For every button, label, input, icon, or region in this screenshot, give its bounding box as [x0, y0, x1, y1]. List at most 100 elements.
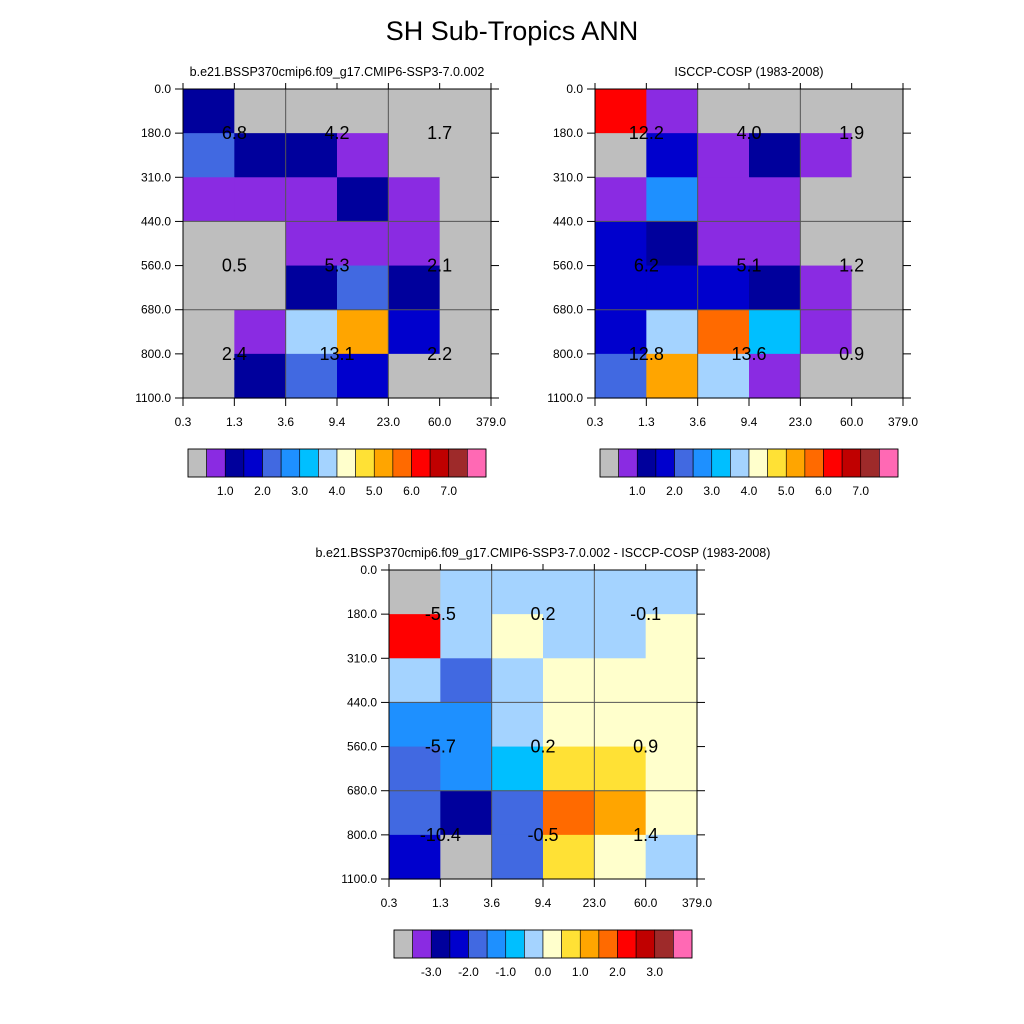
heatmap-cell — [543, 570, 595, 615]
colorbar-label: 6.0 — [815, 484, 832, 498]
heatmap-cell — [749, 133, 801, 178]
heatmap-cell — [749, 177, 801, 223]
y-tick-label: 180.0 — [141, 126, 171, 140]
cell-sum-label: 12.8 — [629, 344, 664, 364]
chart-panel-2: ISCCP-COSP (1983-2008) 0.3 1.3 3.6 9.4 23.0 60… — [547, 65, 918, 498]
x-tick-label: 1.3 — [638, 415, 655, 429]
colorbar-swatch — [636, 448, 657, 478]
heatmap-cell — [594, 746, 647, 792]
heatmap-cell — [800, 353, 853, 399]
colorbar-label: 1.0 — [217, 484, 234, 498]
heatmap-cell — [337, 309, 389, 355]
colorbar-swatch — [336, 448, 356, 478]
heatmap-cell — [645, 658, 698, 704]
heatmap-cell — [388, 309, 441, 355]
cell-sum-label: -10.4 — [420, 825, 461, 845]
heatmap-cell — [595, 177, 647, 223]
y-tick-label: 0.0 — [360, 563, 377, 577]
heatmap-cell — [595, 265, 647, 311]
colorbar-label: 4.0 — [741, 484, 758, 498]
cell-sum-label: 13.1 — [319, 344, 354, 364]
chart-panel-1: b.e21.BSSP370cmip6.f09_g17.CMIP6-SSP3-7.… — [135, 65, 506, 498]
heatmap-cell — [543, 658, 595, 704]
y-tick-label: 800.0 — [347, 828, 377, 842]
heatmap-cell — [851, 177, 904, 223]
colorbar-label: 2.0 — [666, 484, 683, 498]
cell-sum-label: 1.4 — [633, 825, 658, 845]
x-tick-label: 379.0 — [682, 896, 712, 910]
heatmap-cell — [183, 89, 235, 134]
y-tick-label: 440.0 — [553, 214, 583, 228]
panel-title: b.e21.BSSP370cmip6.f09_g17.CMIP6-SSP3-7.… — [190, 65, 485, 79]
heatmap-cell — [440, 790, 493, 836]
y-tick-label: 1100.0 — [547, 391, 583, 405]
heatmap-cell — [234, 133, 287, 178]
colorbar-swatch — [429, 448, 450, 478]
heatmap-cell — [800, 89, 853, 134]
colorbar-swatch — [804, 448, 824, 478]
colorbar-swatch — [730, 448, 750, 478]
y-tick-label: 560.0 — [347, 740, 377, 754]
x-tick-label: 1.3 — [432, 896, 449, 910]
x-tick-label: 60.0 — [634, 896, 658, 910]
colorbar-swatch — [393, 929, 413, 959]
heatmap-cell — [800, 133, 853, 178]
heatmap-cell — [234, 309, 287, 355]
cell-sum-label: 0.2 — [530, 737, 555, 757]
heatmap-cell — [285, 309, 338, 355]
heatmap-cell — [646, 133, 699, 178]
y-tick-label: 180.0 — [347, 607, 377, 621]
heatmap-cell — [749, 309, 801, 355]
heatmap-cell — [697, 309, 750, 355]
y-tick-label: 680.0 — [553, 303, 583, 317]
cell-sum-label: -0.5 — [527, 825, 558, 845]
heatmap-cell — [389, 834, 441, 880]
y-tick-label: 800.0 — [141, 347, 171, 361]
colorbar-label: 7.0 — [440, 484, 457, 498]
colorbar-swatch — [823, 448, 843, 478]
heatmap-cell — [389, 790, 441, 836]
heatmap-cell — [645, 746, 698, 792]
heatmap-cell — [439, 221, 492, 267]
x-tick-label: 23.0 — [377, 415, 401, 429]
heatmap-cell — [595, 133, 647, 178]
heatmap-cell — [337, 265, 389, 311]
heatmap-cell — [388, 89, 441, 134]
colorbar-swatch — [467, 448, 487, 478]
y-tick-label: 180.0 — [553, 126, 583, 140]
heatmap-cell — [749, 265, 801, 311]
heatmap-cell — [594, 570, 647, 615]
heatmap-cell — [800, 309, 853, 355]
heatmap-cell — [491, 702, 544, 748]
colorbar-label: 3.0 — [291, 484, 308, 498]
colorbar-swatch — [187, 448, 207, 478]
heatmap-cell — [183, 221, 235, 267]
y-tick-label: 560.0 — [141, 259, 171, 273]
heatmap-cell — [183, 353, 235, 399]
heatmap-cell — [285, 177, 338, 223]
colorbar-swatch — [785, 448, 806, 478]
heatmap-cell — [183, 309, 235, 355]
cell-sum-label: 4.2 — [324, 123, 349, 143]
colorbar-label: 7.0 — [852, 484, 869, 498]
heatmap-cell — [646, 265, 699, 311]
heatmap-cell — [800, 177, 853, 223]
heatmap-cell — [183, 265, 235, 311]
heatmap-cell — [234, 89, 287, 134]
colorbar-swatch — [449, 929, 469, 959]
colorbar-label: 6.0 — [403, 484, 420, 498]
colorbar-swatch — [411, 448, 431, 478]
colorbar-swatch — [430, 929, 451, 959]
y-tick-label: 680.0 — [347, 784, 377, 798]
heatmap-cell — [645, 614, 698, 659]
cell-sum-label: 1.9 — [839, 123, 864, 143]
figure-title: SH Sub-Tropics ANN — [385, 16, 639, 46]
cell-sum-label: 2.1 — [427, 256, 452, 276]
x-tick-label: 379.0 — [888, 415, 918, 429]
x-tick-label: 0.3 — [381, 896, 398, 910]
heatmap-cell — [389, 570, 441, 615]
colorbar-swatch — [654, 929, 674, 959]
colorbar-label: 5.0 — [778, 484, 795, 498]
y-tick-label: 0.0 — [154, 82, 171, 96]
heatmap-cell — [337, 221, 389, 267]
